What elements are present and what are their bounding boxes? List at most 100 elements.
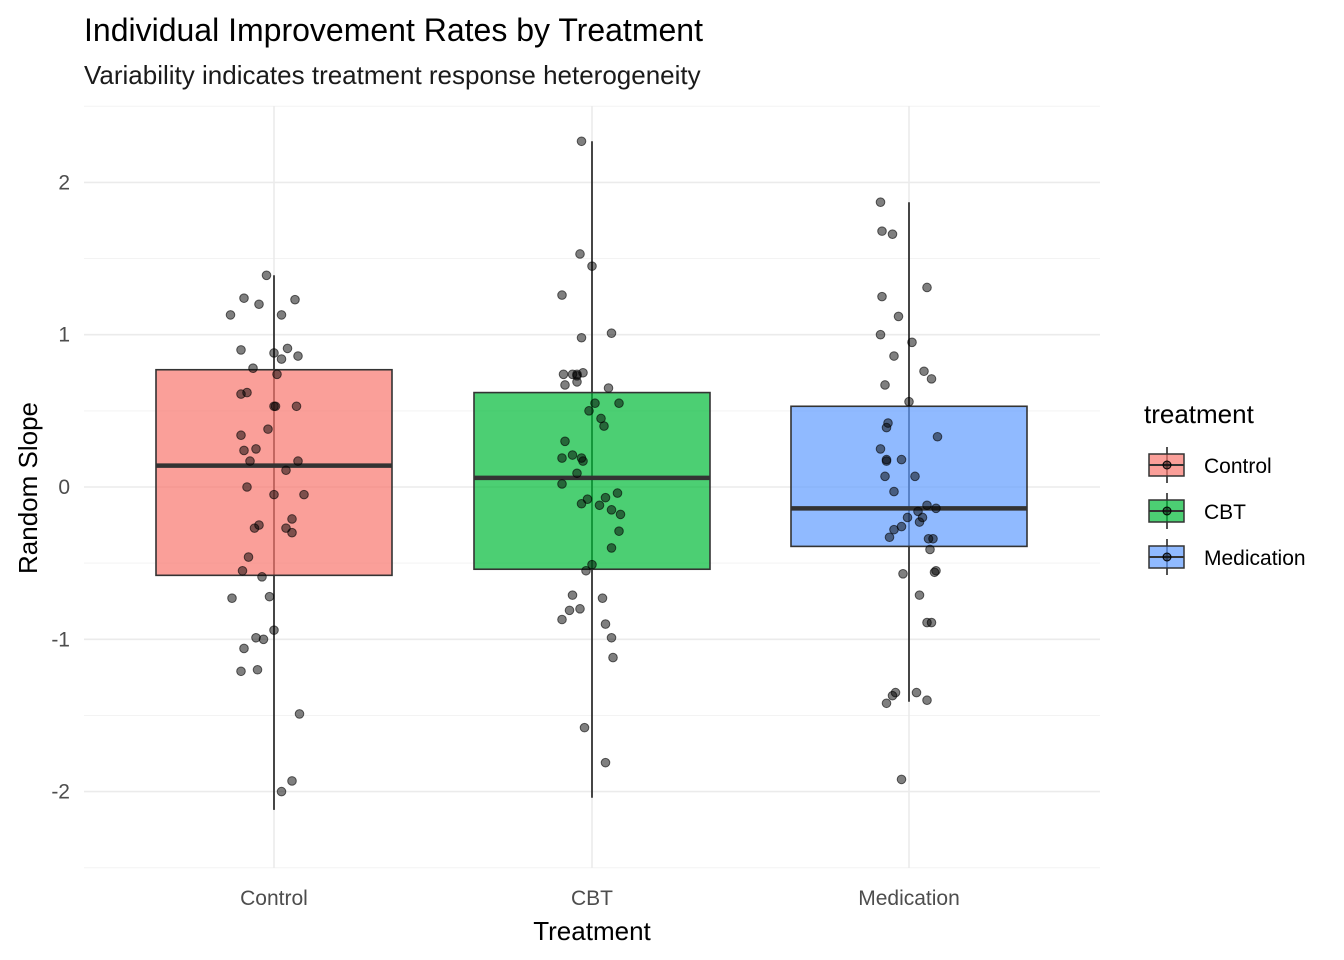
data-point [287,514,297,524]
data-point [928,533,938,544]
data-point [572,369,582,380]
data-point [931,503,941,514]
x-axis-ticks: Control CBT Medication [240,887,960,910]
chart-subtitle: Variability indicates treatment response… [84,60,701,90]
data-point [603,383,614,393]
data-point [875,329,886,340]
data-point [914,517,925,527]
data-point [237,565,248,576]
y-axis-title: Random Slope [13,402,43,574]
data-point [557,453,567,463]
data-point [881,698,892,709]
data-point [558,369,569,380]
legend-item-control: Control [1148,447,1272,483]
data-point [269,625,279,635]
data-point [922,695,932,706]
data-point [902,512,913,523]
legend-label: CBT [1204,501,1246,524]
data-point [600,492,611,503]
data-point [889,486,899,497]
data-point [881,454,892,465]
data-point [236,430,246,441]
data-point [270,401,281,412]
data-point [557,614,567,625]
data-point [293,456,303,466]
data-point [227,593,237,603]
data-point [564,605,575,616]
data-point [239,293,249,303]
data-point [290,294,300,305]
box-medication [790,405,1028,548]
data-point [893,311,904,322]
data-point [608,652,618,663]
data-point [276,786,287,797]
data-point [236,666,246,677]
data-point [877,226,887,236]
data-point [242,482,252,492]
box-control [155,368,393,577]
data-point [236,345,246,355]
data-point [276,354,287,364]
data-point [898,569,908,579]
data-point [600,757,611,768]
data-point [264,591,275,602]
data-point [929,567,940,578]
data-point [282,343,293,354]
legend-title: treatment [1144,399,1255,429]
data-point [597,593,608,603]
data-point [615,509,626,520]
data-point [889,351,899,361]
data-point [299,489,309,500]
data-point [910,471,920,482]
data-points [225,136,943,797]
legend-item-medication: Medication [1148,539,1306,575]
data-point [911,687,922,698]
data-point [587,261,597,271]
data-point [557,290,567,300]
data-point [889,524,899,535]
data-point [239,445,249,456]
data-point [896,774,907,785]
data-point [572,468,582,479]
x-axis-title: Treatment [533,916,651,946]
data-point [576,332,587,343]
data-point [248,363,258,374]
data-point [575,604,585,614]
data-point [257,572,267,582]
box-cbt [473,391,711,571]
data-point [269,348,279,358]
data-point [594,500,605,511]
data-point [887,690,898,701]
data-point [567,590,578,600]
data-point [281,465,291,476]
data-point [907,337,917,348]
data-point [914,590,925,600]
data-point [887,229,898,239]
x-tick-label: Medication [858,887,960,910]
data-point [245,456,255,466]
data-point [614,526,624,536]
data-point [606,543,617,553]
legend-item-cbt: CBT [1148,493,1246,529]
data-point [579,722,590,733]
data-point [254,299,264,310]
data-point [294,709,305,719]
data-point [875,197,886,207]
data-point [287,776,297,786]
data-point [251,444,261,454]
legend-label: Medication [1204,547,1306,570]
data-point [904,396,914,407]
data-point [293,351,303,361]
y-tick-label: -2 [51,781,70,804]
legend-label: Control [1204,455,1272,478]
chart-title: Individual Improvement Rates by Treatmen… [84,12,703,48]
data-point [926,617,937,628]
data-point [880,471,890,482]
data-point [225,310,236,320]
data-point [599,421,609,431]
data-point [600,619,611,629]
data-point [269,489,279,500]
data-point [606,328,617,338]
data-point [261,270,272,281]
data-point [252,664,263,675]
